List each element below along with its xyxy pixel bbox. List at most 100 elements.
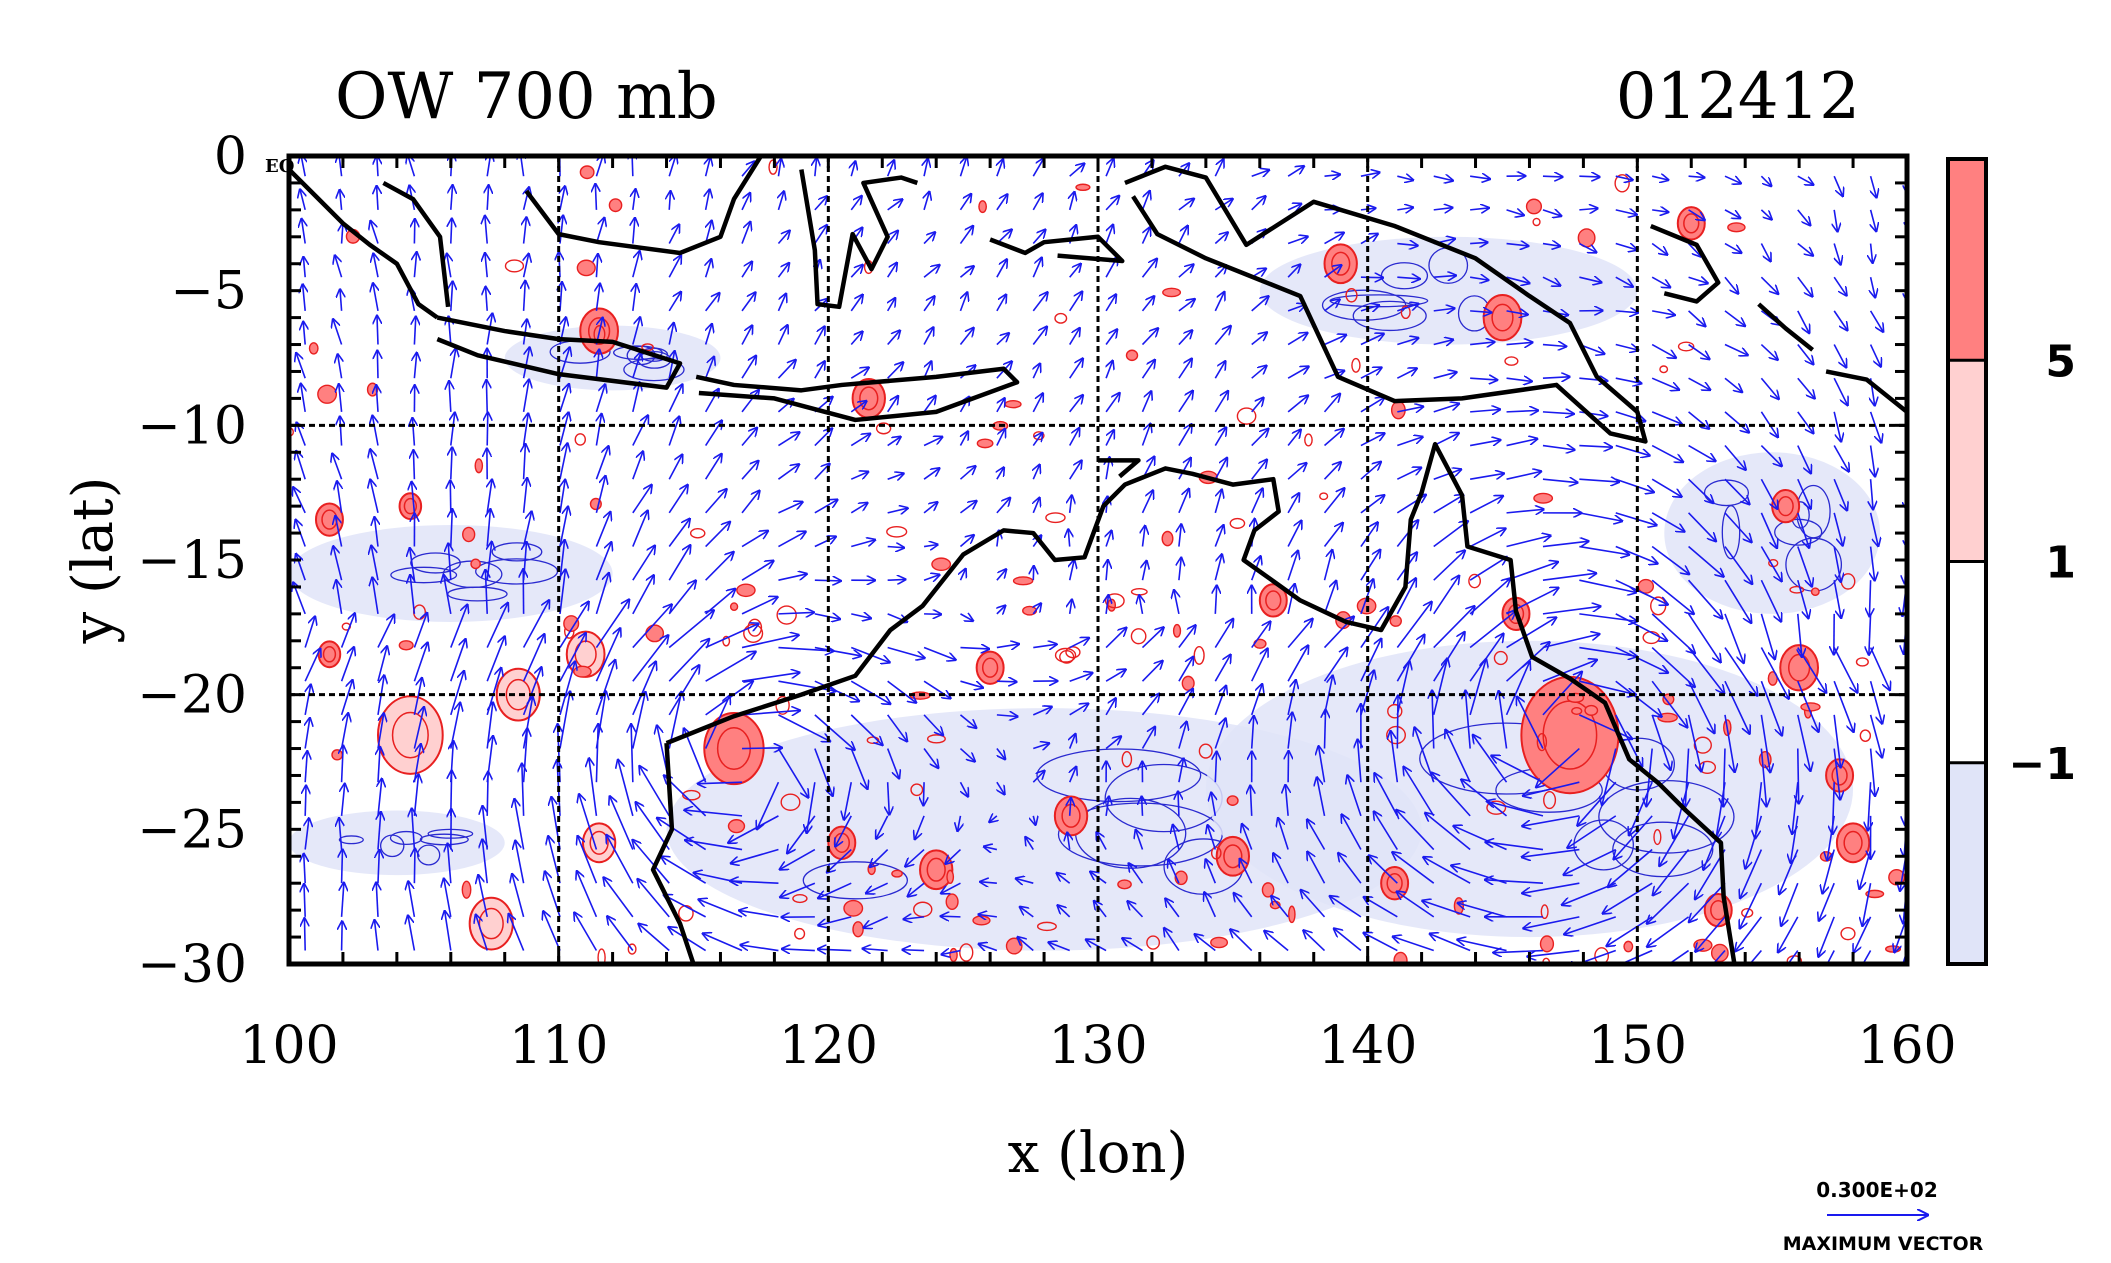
wind-vector (342, 784, 345, 816)
wind-vector (777, 360, 795, 379)
wind-vector (1797, 579, 1808, 618)
positive-feature (314, 502, 344, 537)
wind-vector (870, 848, 889, 867)
wind-vector (850, 503, 867, 514)
wind-vector (1251, 460, 1267, 480)
wind-vector (305, 719, 310, 749)
wind-vector (887, 646, 924, 658)
wind-vector (487, 186, 488, 210)
negative-contour (389, 830, 423, 846)
wind-vector (1778, 916, 1799, 952)
wind-vector (1178, 425, 1191, 446)
wind-vector (815, 158, 817, 177)
wind-vector (633, 840, 670, 884)
wind-vector (378, 747, 380, 783)
wind-vector (1214, 458, 1226, 480)
wind-vector (1360, 334, 1383, 346)
positive-cell (1855, 657, 1869, 667)
wind-vector (1323, 394, 1340, 413)
wind-vector (1433, 340, 1453, 345)
wind-vector (342, 883, 344, 917)
wind-vector (984, 847, 998, 850)
wind-vector (633, 218, 635, 244)
wind-vector (1397, 244, 1417, 246)
wind-vector (1178, 657, 1193, 682)
wind-vector (1360, 305, 1379, 310)
wind-vector (887, 508, 908, 513)
wind-vector (1542, 176, 1562, 177)
wind-vector (1568, 815, 1617, 848)
wind-vector (1454, 826, 1507, 851)
wind-vector (1651, 444, 1682, 462)
positive-cell (978, 200, 987, 214)
wind-vector (1833, 243, 1840, 265)
positive-cell (1543, 790, 1557, 810)
wind-vector (1123, 938, 1143, 952)
wind-vector (1251, 366, 1266, 379)
wind-vector (1433, 176, 1453, 180)
wind-vector (1033, 816, 1035, 824)
wind-vector (1179, 759, 1184, 783)
wind-vector (888, 782, 890, 814)
wind-vector (908, 882, 925, 896)
wind-vector (595, 184, 596, 210)
positive-cell (1584, 704, 1599, 716)
wind-vector (1251, 170, 1269, 176)
wind-vector (559, 662, 575, 716)
wind-vector (339, 385, 342, 412)
positive-cell (398, 640, 414, 651)
wind-vector (1032, 394, 1042, 413)
wind-vector (1470, 409, 1499, 411)
positive-cell (1533, 492, 1554, 504)
wind-vector (524, 729, 528, 783)
positive-contour (926, 857, 946, 882)
wind-vector (959, 194, 970, 211)
wind-vector (1415, 728, 1435, 783)
wind-vector (413, 451, 414, 480)
wind-vector (1141, 628, 1163, 649)
wind-vector (686, 840, 743, 851)
wind-vector (1615, 444, 1649, 456)
wind-vector (1615, 478, 1654, 492)
wind-vector (959, 781, 967, 796)
positive-cell (945, 893, 959, 911)
x-tick-label: 150 (1588, 1016, 1687, 1076)
wind-vector (524, 254, 529, 278)
wind-vector (1069, 396, 1083, 413)
wind-vector (782, 949, 815, 951)
wind-vector (850, 680, 890, 703)
y-tick-label: −25 (137, 800, 247, 860)
wind-vector (942, 882, 961, 893)
wind-vector (997, 781, 1004, 794)
wind-vector (1687, 579, 1722, 618)
wind-vector (1141, 259, 1156, 278)
wind-vector (1871, 748, 1875, 796)
wind-vector (706, 158, 710, 177)
wind-vector (1069, 461, 1082, 480)
wind-vector (705, 522, 730, 548)
wind-vector (1026, 838, 1034, 850)
wind-vector (1524, 916, 1580, 928)
wind-vector (1070, 798, 1071, 816)
wind-vector (1173, 825, 1180, 850)
wind-vector (1360, 434, 1384, 447)
wind-vector (1760, 377, 1778, 398)
wind-vector (1342, 815, 1362, 850)
wind-vector (1651, 680, 1687, 727)
positive-cell (1741, 908, 1754, 918)
positive-feature (827, 825, 857, 860)
wind-vector (1797, 478, 1811, 508)
wind-vector (997, 748, 1005, 759)
positive-cell (727, 819, 746, 834)
wind-vector (778, 159, 781, 177)
wind-vector (741, 162, 754, 177)
wind-vector (705, 589, 735, 615)
positive-cell (1125, 349, 1139, 362)
wind-vector (1432, 659, 1448, 716)
wind-vector (669, 192, 670, 210)
wind-vector (1397, 176, 1412, 180)
wind-vector (1251, 297, 1268, 312)
wind-vector (668, 385, 682, 413)
wind-vector (778, 532, 805, 548)
wind-vector (1215, 752, 1216, 783)
